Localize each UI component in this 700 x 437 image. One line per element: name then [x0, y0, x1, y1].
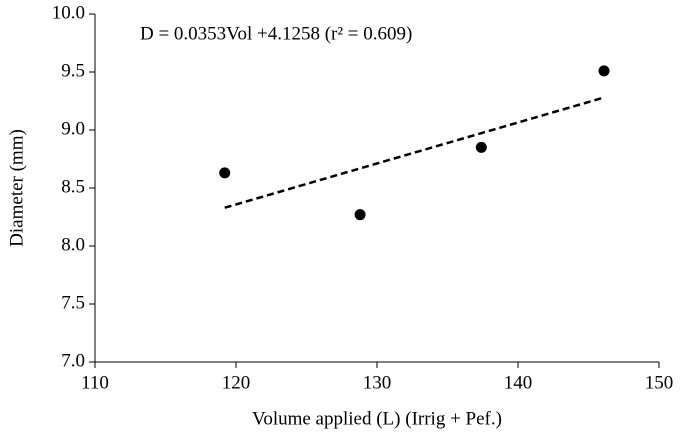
trendline — [224, 96, 605, 209]
x-tick-label: 140 — [504, 372, 533, 393]
y-tick-label: 9.5 — [61, 60, 85, 81]
y-tick-label: 7.0 — [61, 350, 85, 371]
annotation: D = 0.0353Vol +4.1258 (r² = 0.609) — [140, 23, 412, 44]
point — [219, 167, 231, 179]
x-tick-label: 110 — [81, 372, 109, 393]
y-tick-label: 9.0 — [61, 118, 85, 139]
y-tick-label: 7.5 — [61, 292, 85, 313]
y-tick-label: 8.0 — [61, 234, 85, 255]
y-axis-label: Diameter (mm) — [6, 129, 27, 247]
point — [475, 141, 487, 153]
x-tick-label: 130 — [363, 372, 392, 393]
point — [354, 209, 366, 221]
x-tick-label: 120 — [222, 372, 251, 393]
y-tick-label: 10.0 — [52, 2, 85, 23]
x-tick-label: 150 — [645, 372, 674, 393]
y-tick-label: 8.5 — [61, 176, 85, 197]
x-axis-label: Volume applied (L) (Irrig + Pef.) — [252, 408, 502, 429]
point — [598, 65, 610, 77]
